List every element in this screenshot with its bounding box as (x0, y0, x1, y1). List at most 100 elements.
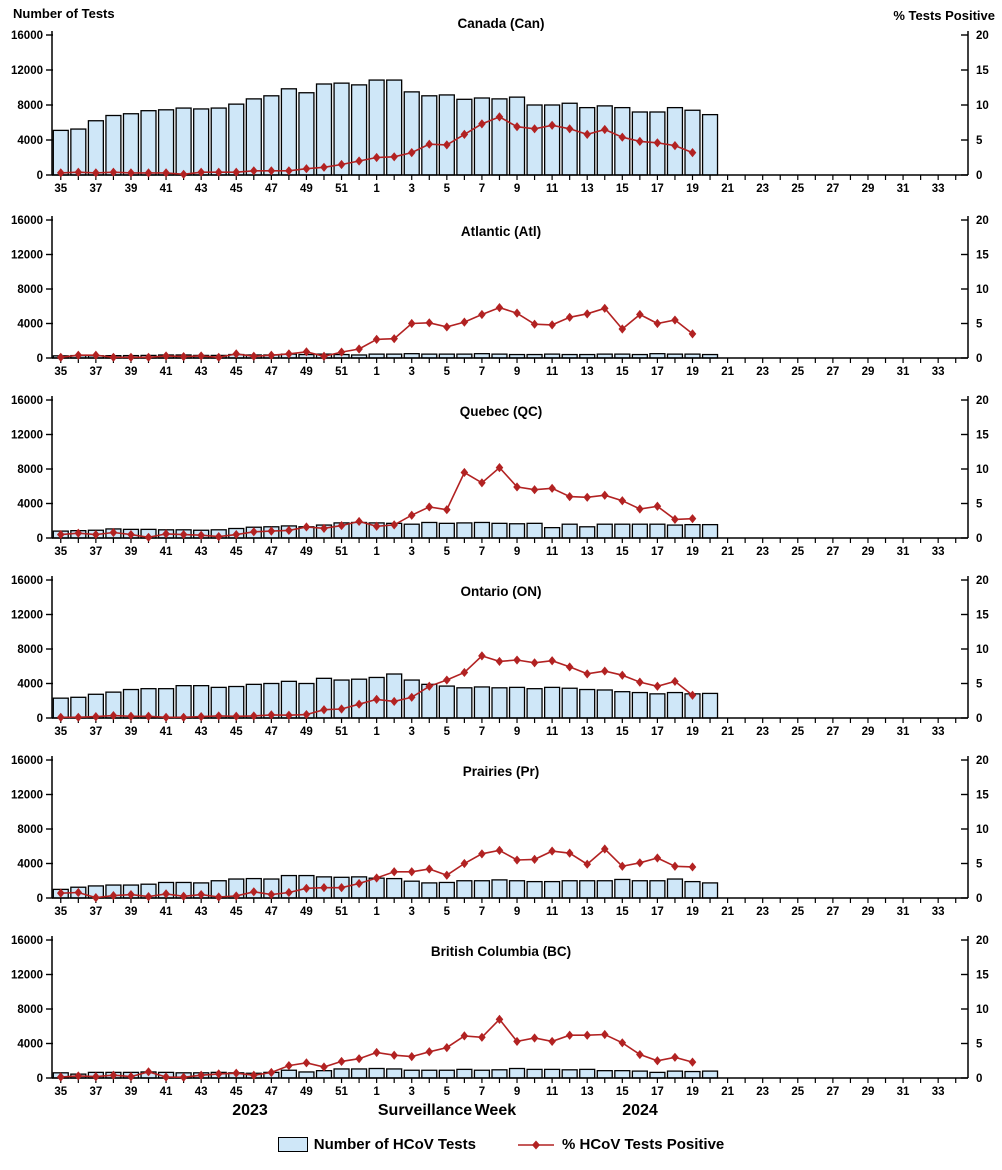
bar (614, 878, 631, 899)
right-tick-label: 15 (976, 790, 989, 802)
week-tick-label: 29 (862, 726, 875, 736)
week-tick-label: 27 (826, 366, 839, 376)
diamond-marker (250, 887, 258, 897)
bar (596, 523, 613, 539)
bar (456, 522, 473, 539)
chart-panel-ontario: Ontario (ON) 040008000120001600005101520… (11, 575, 989, 736)
diamond-marker (565, 312, 574, 322)
left-tick-label: 8000 (17, 100, 43, 112)
right-tick-label: 10 (976, 644, 989, 656)
diamond-marker (460, 1031, 469, 1041)
diamond-marker (407, 1052, 416, 1062)
diamond-marker (443, 1043, 451, 1053)
week-tick-label: 13 (581, 546, 594, 556)
week-tick-label: 21 (721, 1086, 734, 1096)
week-tick-label: 3 (409, 366, 415, 376)
chart-panel-bc: British Columbia (BC) 0 4000 8000 12000 1600… (11, 935, 989, 1096)
diamond-marker (460, 467, 469, 478)
diamond-marker (565, 1030, 574, 1040)
diamond-marker (636, 504, 644, 514)
diamond-marker (407, 148, 416, 158)
diamond-marker (267, 350, 276, 360)
left-tick-label: 4000 (17, 319, 43, 331)
bar (508, 880, 526, 899)
diamond-marker (214, 532, 223, 542)
diamond-marker (548, 483, 556, 493)
bar (596, 105, 613, 176)
week-tick-label: 25 (791, 1086, 804, 1096)
right-tick-label: 20 (976, 755, 989, 767)
diamond-marker (92, 168, 100, 178)
week-tick-label: 47 (265, 1086, 278, 1096)
bar (561, 687, 578, 719)
diamond-marker (285, 349, 293, 359)
right-tick-label: 10 (976, 284, 989, 296)
bar (491, 879, 508, 899)
panel-title-bc: British Columbia (BC) (431, 944, 571, 959)
week-tick-label: 29 (862, 183, 875, 195)
bar (561, 880, 578, 899)
bar (386, 1068, 403, 1079)
week-tick-label: 33 (932, 183, 945, 195)
right-tick-label: 5 (976, 499, 983, 511)
week-tick-label: 9 (514, 726, 520, 736)
week-tick-label: 45 (230, 366, 243, 376)
week-tick-label: 11 (546, 906, 559, 916)
week-tick-label: 17 (651, 546, 664, 556)
bar (543, 104, 561, 176)
diamond-marker (127, 352, 135, 362)
week-tick-label: 47 (265, 726, 278, 736)
week-tick-label: 5 (444, 726, 451, 736)
bar (631, 880, 648, 899)
week-tick-label: 49 (300, 183, 313, 195)
week-tick-label: 7 (479, 546, 485, 556)
left-tick-label: 0 (37, 533, 43, 545)
diamond-marker (74, 167, 83, 177)
diamond-marker (425, 139, 434, 149)
diamond-marker (337, 347, 346, 357)
left-tick-label: 16000 (11, 935, 43, 947)
panel-title-prairies: Prairies (Pr) (463, 764, 540, 779)
bar (508, 1067, 526, 1079)
left-tick-label: 12000 (11, 250, 43, 262)
bar (649, 693, 666, 719)
week-tick-label: 17 (651, 183, 664, 195)
week-tick-label: 23 (756, 906, 769, 916)
right-tick-label: 0 (976, 1073, 982, 1085)
bar (438, 881, 455, 899)
diamond-marker (407, 318, 416, 329)
diamond-marker (495, 656, 504, 667)
bar (596, 880, 613, 899)
diamond-marker (214, 167, 223, 177)
week-tick-label: 19 (686, 366, 699, 376)
week-tick-label: 33 (932, 726, 945, 736)
bar (526, 522, 543, 539)
left-tick-label: 8000 (17, 644, 43, 656)
diamond-marker (600, 303, 609, 313)
diamond-marker (478, 119, 486, 129)
diamond-marker (513, 855, 521, 865)
left-tick-label: 8000 (17, 1004, 43, 1016)
week-tick-label: 13 (581, 906, 594, 916)
bar (386, 877, 403, 899)
bar (508, 96, 526, 176)
diamond-marker (232, 1068, 241, 1078)
bar (579, 1068, 596, 1079)
diamond-marker (443, 675, 451, 685)
week-tick-label: 29 (862, 906, 875, 916)
right-tick-label: 20 (976, 575, 989, 587)
week-tick-label: 9 (514, 366, 520, 376)
week-tick-label: 21 (721, 726, 734, 736)
diamond-marker (320, 162, 328, 172)
right-tick-label: 0 (976, 533, 982, 545)
bar (280, 1069, 298, 1079)
week-tick-label: 7 (479, 366, 485, 376)
diamond-marker (688, 1057, 697, 1067)
diamond-marker (214, 1069, 223, 1079)
bar (631, 691, 648, 719)
diamond-marker (320, 1062, 328, 1072)
diamond-marker (179, 712, 188, 722)
legend-bar-swatch (277, 1137, 308, 1152)
chart-panel-atlantic: Atlantic (Atl) 0400080001200016000051015… (11, 215, 989, 376)
